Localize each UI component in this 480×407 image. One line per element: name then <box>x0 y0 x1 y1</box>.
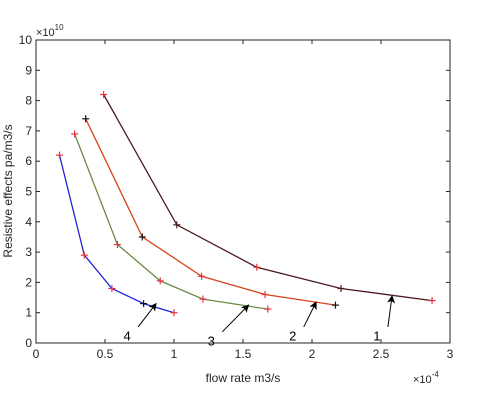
y-axis-ticks: 0 1 2 3 4 5 6 7 8 9 10 <box>19 33 450 350</box>
y-tick-label: 8 <box>25 94 32 108</box>
data-point <box>156 277 164 285</box>
y-tick-label: 3 <box>25 245 32 259</box>
data-point <box>261 291 269 299</box>
y-tick-label: 1 <box>25 306 32 320</box>
curve-label-4: 4 <box>123 329 130 344</box>
x-tick-label: 1 <box>171 347 178 361</box>
data-point <box>337 284 345 292</box>
x-multiplier: ×10-4 <box>413 370 439 386</box>
data-point <box>55 151 63 159</box>
x-tick-label: 1.5 <box>235 347 252 361</box>
curve-arrow-2 <box>303 301 317 328</box>
x-axis-ticks: 0 0.5 1 1.5 2 2.5 3 <box>33 40 454 361</box>
x-axis-title: flow rate m3/s <box>206 371 281 385</box>
y-multiplier: ×1010 <box>36 23 64 39</box>
y-tick-label: 10 <box>19 33 33 47</box>
x-tick-label: 2 <box>309 347 316 361</box>
y-tick-label: 0 <box>25 336 32 350</box>
marker-layer <box>55 91 436 317</box>
curve-label-1: 1 <box>373 329 380 344</box>
data-point <box>428 297 436 305</box>
curve-label-3: 3 <box>208 333 215 348</box>
data-point <box>198 272 206 280</box>
curve-arrow-3 <box>221 304 250 333</box>
data-point <box>108 284 116 292</box>
data-point <box>199 295 207 303</box>
x-tick-label: 2.5 <box>373 347 390 361</box>
data-point <box>264 305 272 313</box>
curve-arrow-1 <box>387 295 396 328</box>
x-tick-label: 0.5 <box>97 347 114 361</box>
data-point <box>140 300 148 308</box>
data-point <box>173 221 181 229</box>
data-point <box>253 263 261 271</box>
data-point <box>71 130 79 138</box>
x-tick-label: 0 <box>33 347 40 361</box>
curve-arrow-4 <box>137 302 157 328</box>
data-point <box>113 241 121 249</box>
annotation-layer: 1 2 3 4 <box>123 295 396 348</box>
plot-area <box>36 40 450 343</box>
data-point <box>82 115 90 123</box>
y-tick-label: 2 <box>25 275 32 289</box>
y-axis-title: Resistive effects pa/m3/s <box>1 124 15 257</box>
y-tick-label: 7 <box>25 124 32 138</box>
data-point <box>80 251 88 259</box>
data-point <box>100 91 108 99</box>
y-tick-label: 4 <box>25 215 32 229</box>
y-tick-label: 9 <box>25 63 32 77</box>
x-tick-label: 3 <box>447 347 454 361</box>
curve-label-2: 2 <box>289 329 296 344</box>
data-point <box>170 309 178 317</box>
data-point <box>138 233 146 241</box>
y-tick-label: 6 <box>25 154 32 168</box>
y-tick-label: 5 <box>25 185 32 199</box>
data-point <box>331 301 339 309</box>
